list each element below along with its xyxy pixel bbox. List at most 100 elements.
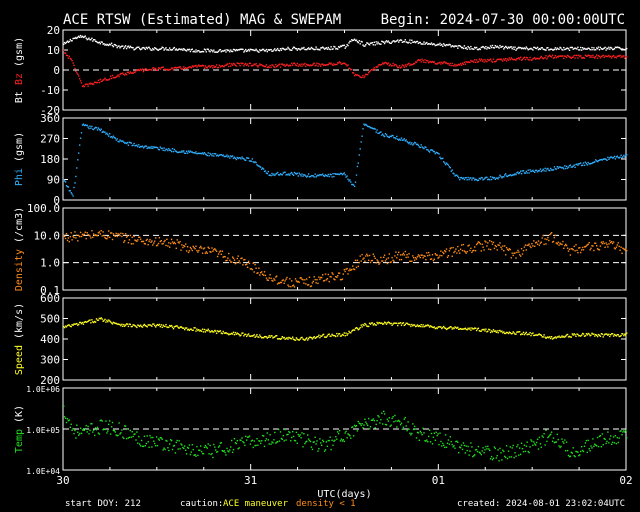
data-point [307,48,309,50]
data-point [615,46,618,49]
data-point [170,49,172,51]
data-point [88,319,90,322]
data-point [554,55,557,57]
data-point [562,441,564,443]
data-point [539,168,542,170]
data-point [460,328,463,330]
data-point [204,252,207,254]
data-point [499,242,501,244]
data-point [221,250,223,252]
data-point [168,242,170,244]
data-point [566,247,569,249]
data-point [490,178,493,181]
data-point [141,47,144,49]
data-point [175,441,177,444]
data-point [449,436,451,438]
data-point [334,46,336,48]
data-point [377,132,379,134]
data-point [514,173,516,175]
data-point [279,66,282,68]
data-point [67,237,70,239]
data-point [432,43,435,45]
data-point [517,47,519,49]
data-point [221,65,223,67]
data-point [550,169,553,171]
data-point [261,337,263,339]
data-point [266,172,268,175]
data-point [624,57,626,59]
data-point [525,331,527,334]
data-point [375,262,377,264]
data-point [225,260,227,262]
data-point [598,159,601,161]
data-point [207,443,209,445]
data-point [188,250,191,252]
data-point [611,156,613,158]
data-point [312,63,314,65]
data-point [134,239,136,241]
data-point [89,235,91,237]
data-point [141,68,144,70]
data-point [257,50,259,53]
data-point [345,268,347,270]
data-point [527,244,529,246]
data-point [408,323,410,326]
data-point [545,429,547,431]
data-point [604,246,606,248]
data-point [353,185,356,188]
data-point [133,235,135,238]
data-point [330,62,332,64]
data-point [262,65,265,67]
data-point [293,46,296,49]
data-point [79,80,82,82]
data-point [408,62,410,65]
data-point [109,43,111,45]
data-point [436,152,438,154]
data-point [222,450,224,453]
data-point [230,446,232,448]
data-point [342,44,344,47]
data-point [344,432,346,434]
data-point [611,441,614,443]
data-point [256,438,258,440]
data-point [414,61,417,63]
data-point [390,322,392,325]
data-point [425,258,427,261]
data-point [343,332,345,334]
data-point [626,154,628,156]
data-point [217,66,220,69]
data-point [184,49,186,51]
data-point [528,172,530,174]
data-point [193,152,195,154]
data-point [152,436,154,439]
data-point [218,64,221,66]
data-point [182,246,184,249]
data-point [198,249,200,252]
data-point [527,333,529,335]
data-point [212,331,214,333]
data-point [199,449,201,451]
data-point [87,425,89,428]
data-point [350,269,352,271]
data-point [580,251,582,254]
data-point [519,58,521,60]
data-point [489,240,491,242]
data-point [167,68,169,71]
data-point [128,141,131,143]
data-point [315,46,317,48]
data-point [552,437,555,439]
data-point [81,429,84,431]
data-point [120,140,122,142]
data-point [118,233,120,235]
data-point [526,244,528,246]
data-point [172,47,175,49]
data-point [210,153,212,156]
data-point [461,62,464,64]
data-point [104,131,106,133]
data-point [439,61,441,64]
data-point [383,41,385,43]
data-point [171,67,174,69]
data-point [247,260,250,263]
data-point [185,250,188,252]
